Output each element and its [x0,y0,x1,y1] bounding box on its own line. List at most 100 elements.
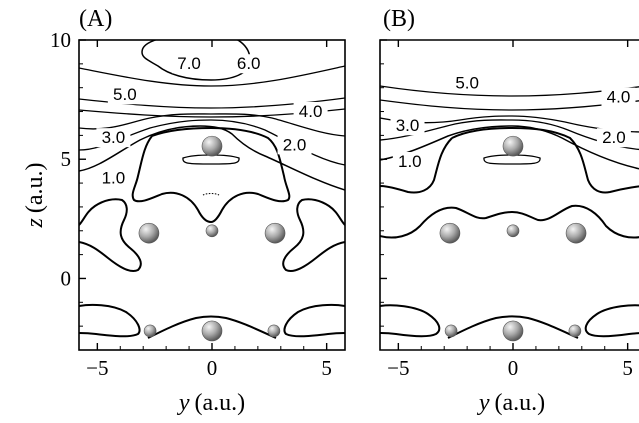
panel-a-xlabel: y (a.u.) [177,390,245,416]
panel-a-contour-label-text-6: 1.0 [102,169,126,188]
panel-b-xtick-label-1: 0 [508,356,519,380]
panel-b-contour-label-0: 5.0 [450,73,485,93]
panel-a-atom-1 [138,222,160,244]
panel-a-contour-labels: 7.0 6.0 5.0 4.0 3.0 2.0 1.0 [96,54,328,188]
panel-a-ytick-label-0: 10 [50,28,71,52]
panel-a-bottom-right-loop [283,303,345,338]
panel-a-contour-label-bg-3 [293,101,328,121]
panel-b-xlabel-var: y [477,390,490,416]
panel-a-contour-label-6: 1.0 [96,168,131,188]
panel-a-contour-label-4: 3.0 [96,128,131,148]
panel-b-contour-5 [380,85,639,97]
panel-b-contour-label-bg-1 [601,87,636,107]
panel-a-label: (A) [79,6,112,32]
panel-a-bottom-wave [147,315,277,339]
panel-b: (B) 5.0 4.0 3.0 2.0 1.0 −5 0 5 y (a.u.) [379,6,639,416]
panel-b-inner-lobe-left [380,137,453,194]
panel-a-contour-label-text-1: 6.0 [237,54,261,73]
panel-a-contour-label-text-5: 2.0 [283,135,307,154]
panel-b-contour-labels: 5.0 4.0 3.0 2.0 1.0 [390,73,636,171]
panel-b-contour-label-text-0: 5.0 [455,73,479,92]
panel-b-contour-label-text-2: 3.0 [396,116,420,135]
panel-a-contour-label-bg-4 [96,128,131,148]
panel-b-xtick-label-0: −5 [387,356,409,380]
panel-a-ytick-label-2: 0 [61,266,72,290]
panel-a-contour-label-bg-1 [231,54,266,74]
panel-a-contour-label-bg-2 [107,85,142,105]
panel-b-atom-1 [439,222,461,244]
panel-a-contour-label-2: 5.0 [107,85,142,105]
panel-b-contour-4 [380,99,639,111]
panel-b-mid-wave [380,204,639,239]
panel-a-atom-2 [264,222,286,244]
panel-a-atom-4 [201,320,223,342]
panel-b-contour-label-1: 4.0 [601,87,636,107]
panel-a-contour-label-bg-5 [277,135,312,155]
panel-b-contour-label-bg-0 [450,73,485,93]
panel-a-xlabel-unit: (a.u.) [195,390,246,416]
panel-b-inner-lobe [451,126,639,194]
panel-a-contour-label-text-2: 5.0 [113,85,137,104]
panel-b-contour-label-text-1: 4.0 [607,88,631,107]
panel-a-contour-label-text-4: 3.0 [102,128,126,147]
panel-a-ytick-label-1: 5 [61,147,72,171]
panel-a-xlabel-var: y [177,390,190,416]
panel-b-atom-6 [568,324,582,338]
panel-a-atoms [138,135,286,342]
panel-b-contour-label-bg-2 [390,116,425,136]
panel-b-atom-4 [502,320,524,342]
panel-a-xtick-label-0: −5 [86,356,108,380]
panel-b-ticks: −5 0 5 [380,39,633,380]
panel-a-ticks: −5 0 5 10 5 0 [50,28,332,380]
panel-b-label: (B) [383,6,415,32]
panel-b-atom-5 [444,324,458,338]
panel-b-xtick-label-2: 5 [622,356,633,380]
panel-a-right-loop [282,198,345,272]
panel-b-atom-0 [502,135,524,157]
panel-a-contour-label-0: 7.0 [172,54,207,74]
panel-a-contour-label-bg-6 [96,168,131,188]
panel-b-bottom-right-loop [584,304,639,338]
panel-b-contour-3 [380,115,639,133]
panel-b-atom-2 [565,222,587,244]
panel-b-xlabel-unit: (a.u.) [495,390,546,416]
panel-b-atoms [439,135,587,342]
panel-a-contour-label-bg-0 [172,54,207,74]
panel-a-atom-5 [143,324,157,338]
panel-a-left-loop [79,198,142,272]
panel-a-contour-label-1: 6.0 [231,54,266,74]
panel-b-contour-label-2: 3.0 [390,116,425,136]
panel-b-contour-label-text-3: 2.0 [602,128,626,147]
panel-b-bottom-left-loop [380,304,441,338]
panel-b-contour-label-bg-4 [392,152,427,171]
panel-a-ylabel: z (a.u.) [22,163,48,229]
panel-b-contour-label-4: 1.0 [392,152,427,171]
panel-b-bottom-wave [447,315,579,339]
panel-b-xlabel: y (a.u.) [477,390,545,416]
panel-a-inner-lobe [131,126,291,224]
panel-a-contour-3 [79,113,345,137]
panel-b-contour-1 [380,125,639,170]
panel-a-xtick-label-2: 5 [321,356,332,380]
panel-a-xtick-label-1: 0 [207,356,218,380]
panel-a-atom-0 [201,135,223,157]
panel-b-contour-label-text-4: 1.0 [398,152,422,171]
panel-a-bottom-left-loop [79,303,141,338]
panel-a-ylabel-var: z [22,217,48,228]
panel-a-contour-label-text-0: 7.0 [177,54,201,73]
panel-b-atom-3 [506,224,520,238]
panel-a-atom-6 [267,324,281,338]
panel-b-contour-label-3: 2.0 [596,128,631,148]
panel-b-frame [379,39,639,351]
panel-b-contour-label-bg-3 [596,128,631,148]
panel-a-atom-3 [205,224,219,238]
panel-a-tiny-dots [202,193,220,196]
panel-a-contour-6 [79,65,345,87]
panel-a-contour-label-text-3: 4.0 [299,102,323,121]
panel-a-contour-label-5: 2.0 [277,135,312,155]
panel-b-contour-2 [380,119,639,151]
panel-a-ylabel-unit: (a.u.) [22,163,48,214]
panel-a: (A) [22,6,346,416]
panel-a-contour-label-3: 4.0 [293,101,328,121]
